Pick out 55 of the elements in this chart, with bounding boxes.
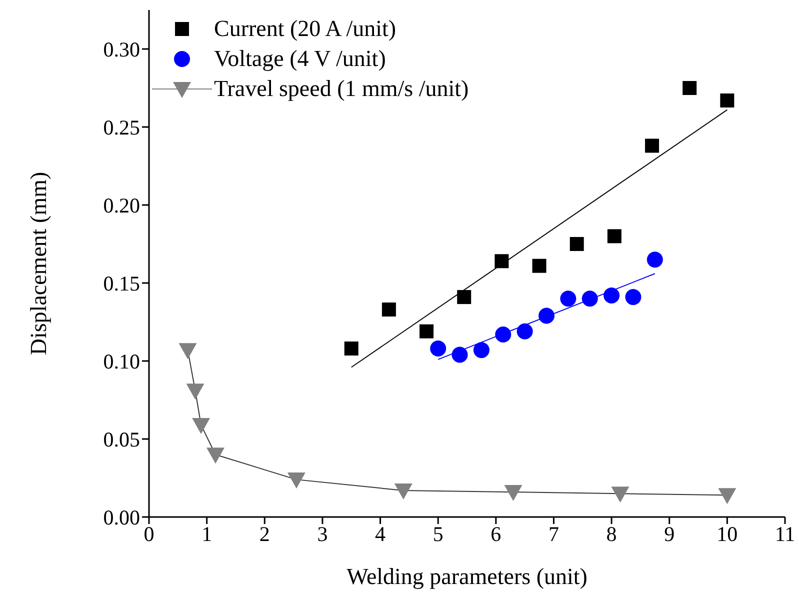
point: [582, 290, 598, 307]
point: [538, 308, 554, 324]
x-tick-label: 8: [606, 522, 617, 546]
x-tick-label: 11: [774, 522, 796, 546]
point: [186, 384, 204, 400]
point: [382, 302, 396, 317]
point: [430, 340, 446, 357]
point: [452, 346, 468, 363]
point: [625, 289, 642, 306]
x-tick-label: 6: [490, 522, 502, 546]
legend-label: Current (20 A /unit): [214, 15, 396, 43]
point: [570, 237, 584, 251]
y-tick-label: 0.05: [103, 427, 140, 452]
point: [720, 93, 734, 108]
y-tick-label: 0.20: [103, 193, 140, 218]
point: [420, 324, 434, 338]
point: [604, 287, 620, 304]
y-tick-label: 0.30: [103, 37, 140, 62]
point: [178, 343, 197, 360]
x-tick-label: 10: [716, 522, 738, 546]
y-axis-title: Displacement (mm): [26, 172, 52, 356]
point: [287, 472, 306, 489]
y-tick-label: 0.15: [103, 271, 140, 296]
point: [457, 290, 472, 304]
x-tick-label: 4: [375, 522, 386, 546]
point: [495, 326, 512, 342]
point: [473, 342, 490, 358]
point: [607, 229, 622, 244]
y-tick-label: 0.00: [103, 505, 140, 530]
x-tick-label: 0: [144, 522, 154, 546]
point: [532, 258, 546, 273]
point: [718, 488, 736, 504]
point: [646, 252, 663, 268]
point: [682, 81, 697, 95]
point: [504, 485, 522, 502]
point: [394, 483, 412, 500]
legend-label: Travel speed (1 mm/s /unit): [214, 75, 469, 103]
y-tick-label: 0.10: [103, 349, 140, 374]
point: [206, 448, 224, 464]
y-tick-label: 0.25: [103, 115, 140, 140]
point: [560, 290, 576, 307]
x-axis-title: Welding parameters (unit): [346, 564, 588, 589]
legend-label: Voltage (4 V /unit): [214, 45, 386, 73]
x-tick-label: 9: [664, 522, 675, 546]
point: [516, 323, 533, 340]
x-tick-label: 2: [259, 522, 270, 546]
point: [611, 486, 630, 503]
x-tick-label: 5: [432, 522, 444, 546]
point: [645, 138, 660, 153]
point: [344, 342, 358, 356]
point: [192, 418, 210, 434]
point: [494, 254, 509, 268]
x-tick-label: 3: [317, 522, 328, 546]
x-tick-label: 1: [202, 522, 212, 546]
x-tick-label: 7: [548, 522, 559, 546]
